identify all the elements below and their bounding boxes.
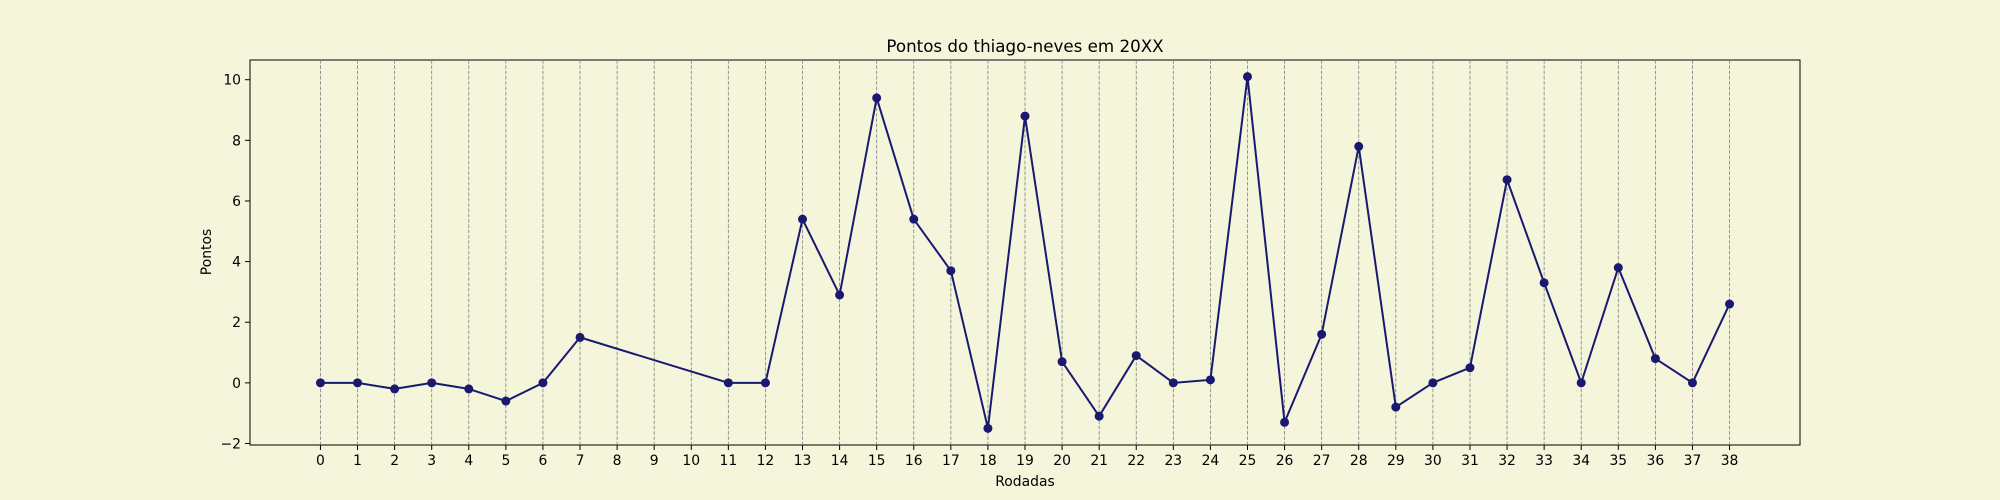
x-tick-label: 11	[720, 453, 738, 469]
x-tick-label: 22	[1127, 453, 1145, 469]
x-tick-label: 31	[1461, 453, 1479, 469]
x-tick-label: 23	[1164, 453, 1182, 469]
data-point	[390, 384, 400, 394]
x-tick-label: 37	[1684, 453, 1702, 469]
series-line	[320, 75, 1731, 430]
x-tick-label: 5	[501, 453, 510, 469]
x-tick-label: 20	[1053, 453, 1071, 469]
data-point	[315, 378, 325, 388]
data-point	[1613, 263, 1623, 273]
y-axis-ticks: −2 0 2 4 6 8 10	[221, 73, 250, 452]
x-tick-label: 13	[794, 453, 812, 469]
x-tick-label: 2	[390, 453, 399, 469]
data-point	[1168, 378, 1178, 388]
x-tick-label: 15	[868, 453, 886, 469]
x-tick-label: 6	[539, 453, 548, 469]
x-tick-label: 25	[1239, 453, 1257, 469]
chart-title: Pontos do thiago-neves em 20XX	[886, 36, 1163, 56]
x-tick-label: 33	[1535, 453, 1553, 469]
x-tick-label: 0	[316, 453, 325, 469]
data-point	[1242, 72, 1252, 82]
data-point	[1094, 411, 1104, 421]
y-axis-label: Pontos	[199, 229, 215, 275]
data-point	[1391, 402, 1401, 412]
x-tick-label: 10	[682, 453, 700, 469]
data-point	[575, 332, 585, 342]
data-point	[1502, 175, 1512, 185]
x-tick-label: 7	[576, 453, 585, 469]
data-point	[1205, 375, 1215, 385]
x-tick-label: 29	[1387, 453, 1405, 469]
x-tick-label: 38	[1721, 453, 1739, 469]
x-tick-label: 34	[1572, 453, 1590, 469]
y-tick-label: 10	[223, 73, 241, 89]
x-tick-label: 18	[979, 453, 997, 469]
data-point	[1020, 111, 1030, 121]
y-tick-label: 4	[232, 255, 241, 271]
x-tick-label: 17	[942, 453, 960, 469]
y-tick-label: 6	[232, 194, 241, 210]
data-point	[1354, 141, 1364, 151]
x-tick-label: 26	[1276, 453, 1294, 469]
data-point	[1465, 363, 1475, 373]
x-tick-label: 24	[1202, 453, 1220, 469]
data-point	[1280, 417, 1290, 427]
x-tick-label: 27	[1313, 453, 1331, 469]
data-point	[1687, 378, 1697, 388]
x-tick-label: 8	[613, 453, 622, 469]
data-point	[538, 378, 548, 388]
data-point	[353, 378, 363, 388]
y-tick-label: 8	[232, 133, 241, 149]
data-point	[835, 290, 845, 300]
data-point	[1428, 378, 1438, 388]
x-tick-label: 4	[464, 453, 473, 469]
y-tick-label: 2	[232, 315, 241, 331]
x-tick-label: 35	[1609, 453, 1627, 469]
data-point	[1317, 329, 1327, 339]
data-point	[760, 378, 770, 388]
data-point	[723, 378, 733, 388]
x-tick-label: 9	[650, 453, 659, 469]
data-point	[464, 384, 474, 394]
x-tick-label: 14	[831, 453, 849, 469]
x-tick-label: 21	[1090, 453, 1108, 469]
data-point	[798, 214, 808, 224]
data-point	[1539, 278, 1549, 288]
data-point	[1650, 354, 1660, 364]
x-axis-ticks: 0 1 2 3 4 5 6 7 8 9 10 11 12 13 14 15 16 17 18 19 20 21 22 23 24…	[316, 445, 1738, 469]
x-tick-label: 12	[757, 453, 775, 469]
x-tick-label: 28	[1350, 453, 1368, 469]
data-point	[872, 93, 882, 103]
data-point	[501, 396, 511, 406]
data-point	[983, 423, 993, 433]
x-tick-label: 19	[1016, 453, 1034, 469]
x-axis-label: Rodadas	[995, 474, 1054, 490]
x-tick-label: 1	[353, 453, 362, 469]
data-point	[1131, 351, 1141, 361]
data-point	[427, 378, 437, 388]
x-tick-label: 16	[905, 453, 923, 469]
x-tick-label: 36	[1647, 453, 1665, 469]
y-tick-label: 0	[232, 376, 241, 392]
data-point	[1576, 378, 1586, 388]
y-tick-label: −2	[221, 436, 241, 452]
x-tick-label: 30	[1424, 453, 1442, 469]
series-group	[315, 72, 1735, 433]
data-point	[946, 266, 956, 276]
x-tick-label: 32	[1498, 453, 1516, 469]
data-point	[909, 214, 919, 224]
x-tick-label: 3	[427, 453, 436, 469]
data-point	[1725, 299, 1735, 309]
data-point	[1057, 357, 1067, 367]
